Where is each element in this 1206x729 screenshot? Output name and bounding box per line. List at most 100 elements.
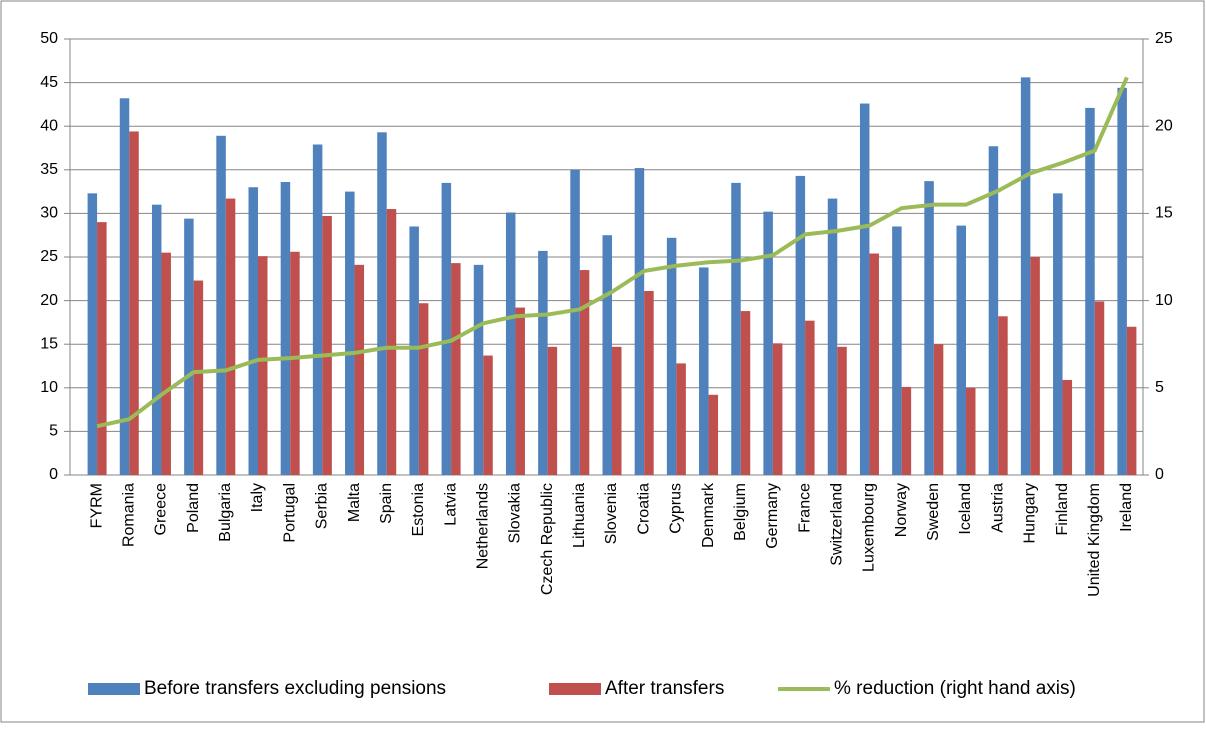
bar (1020, 77, 1031, 476)
bar (612, 346, 622, 475)
y2-tick-label: 5 (1155, 379, 1164, 396)
x-tick-label: Poland (185, 483, 202, 533)
bar (377, 132, 387, 475)
bar (505, 212, 516, 475)
x-tick-label: Ireland (1118, 483, 1135, 532)
bar (924, 181, 934, 476)
bar (216, 135, 226, 476)
bar (312, 144, 323, 475)
bar (579, 270, 590, 475)
y-tick-label: 5 (49, 423, 58, 440)
x-tick-label: Serbia (314, 483, 331, 529)
y-tick-label: 50 (40, 30, 58, 47)
bar (1094, 301, 1105, 475)
legend-swatch (549, 683, 601, 695)
bar (676, 363, 686, 475)
bar (795, 175, 806, 476)
bar (451, 263, 461, 475)
x-tick-label: Belgium (732, 483, 749, 541)
bar (483, 355, 493, 475)
x-tick-label: Denmark (700, 482, 717, 548)
bar (998, 316, 1008, 475)
bar (933, 344, 944, 475)
bar (87, 193, 98, 475)
bar (225, 198, 236, 476)
x-tick-label: Czech Republic (539, 483, 556, 595)
legend-label: Before transfers excluding pensions (144, 678, 446, 699)
bar (892, 226, 902, 475)
bar (161, 252, 171, 475)
bar (1062, 379, 1073, 475)
y-tick-label: 0 (49, 466, 58, 483)
x-tick-label: Greece (153, 483, 170, 536)
bar (666, 237, 677, 475)
legend-swatch (88, 683, 140, 695)
bar (473, 264, 484, 475)
bar (740, 311, 751, 475)
x-tick-label: Hungary (1022, 483, 1039, 543)
x-tick-label: Estonia (410, 483, 427, 536)
x-tick-label: Croatia (635, 483, 652, 535)
bar (1053, 193, 1063, 475)
bar (602, 235, 612, 475)
x-tick-label: Netherlands (474, 483, 491, 569)
bar (644, 291, 654, 475)
x-tick-label: Cyprus (668, 483, 685, 534)
bar (193, 280, 204, 475)
y-tick-label: 40 (40, 117, 58, 134)
x-tick-label: Slovakia (507, 483, 524, 544)
bar (837, 346, 847, 475)
bar (1085, 107, 1095, 475)
bar (859, 103, 870, 475)
x-tick-label: France (796, 483, 813, 533)
x-tick-label: Luxembourg (861, 483, 878, 572)
bar (731, 182, 741, 475)
x-tick-label: Slovenia (603, 483, 620, 544)
bar (409, 226, 419, 475)
x-tick-label: Iceland (957, 483, 974, 535)
bar (966, 387, 976, 475)
bar (1117, 87, 1127, 475)
bar (290, 251, 300, 475)
x-tick-label: Portugal (281, 483, 298, 543)
bar (538, 250, 548, 475)
x-tick-label: Bulgaria (217, 483, 234, 542)
x-tick-label: Latvia (442, 483, 459, 526)
bar (570, 169, 580, 476)
x-tick-label: Spain (378, 483, 395, 524)
bar (869, 253, 879, 475)
y-tick-label: 35 (40, 161, 58, 178)
y-tick-label: 30 (40, 205, 58, 222)
bar (418, 303, 429, 475)
legend-label: After transfers (605, 678, 724, 699)
bar (151, 204, 162, 475)
bar (805, 320, 815, 475)
bar (441, 182, 452, 475)
x-tick-label: Lithuania (571, 483, 588, 548)
bar (322, 216, 332, 476)
x-tick-label: FYRM (88, 483, 105, 528)
bar (354, 264, 365, 475)
y2-tick-label: 15 (1155, 205, 1173, 222)
y-tick-label: 45 (40, 74, 58, 91)
bar (129, 131, 139, 475)
y2-tick-label: 0 (1155, 466, 1164, 483)
legend-label: % reduction (right hand axis) (834, 678, 1076, 699)
bar (827, 198, 838, 476)
y-tick-label: 10 (40, 379, 58, 396)
bar (772, 343, 783, 475)
y-tick-label: 20 (40, 292, 58, 309)
bar (119, 98, 130, 476)
bar (515, 307, 525, 475)
x-tick-label: Sweden (925, 483, 942, 541)
bar (708, 394, 719, 475)
bar (97, 222, 107, 475)
bar (184, 218, 194, 475)
x-tick-label: Germany (764, 483, 781, 549)
bar (258, 256, 268, 475)
bar (956, 225, 966, 475)
bar (1030, 257, 1040, 475)
bar (280, 182, 291, 475)
bar (699, 267, 709, 475)
